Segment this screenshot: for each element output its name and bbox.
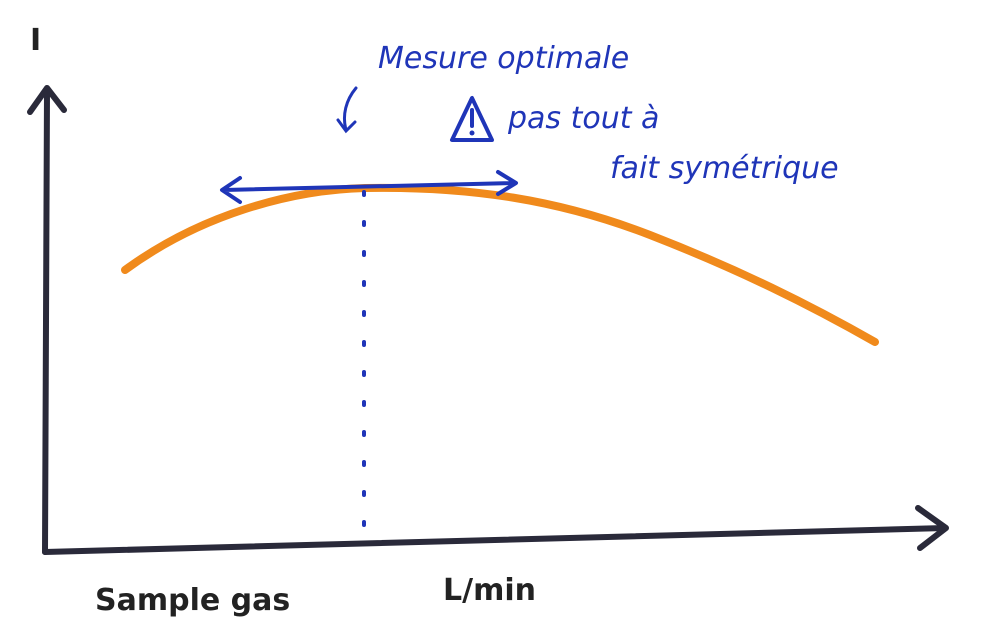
x-axis (42, 505, 949, 555)
optimum-label: Mesure optimale (378, 41, 629, 76)
x-axis-label: Sample gas (95, 583, 290, 618)
y-axis-label: I (30, 23, 41, 58)
response-curve (121, 183, 879, 346)
warning-text: pas tout à (507, 101, 659, 136)
x-axis-unit: L/min (443, 573, 536, 608)
warning-icon (450, 96, 494, 142)
warning-text: fait symétrique (610, 151, 839, 186)
warning-icon-dot (469, 130, 475, 136)
pointer-arrow (336, 86, 358, 134)
plateau-arrow (220, 170, 518, 204)
y-axis (27, 85, 67, 555)
